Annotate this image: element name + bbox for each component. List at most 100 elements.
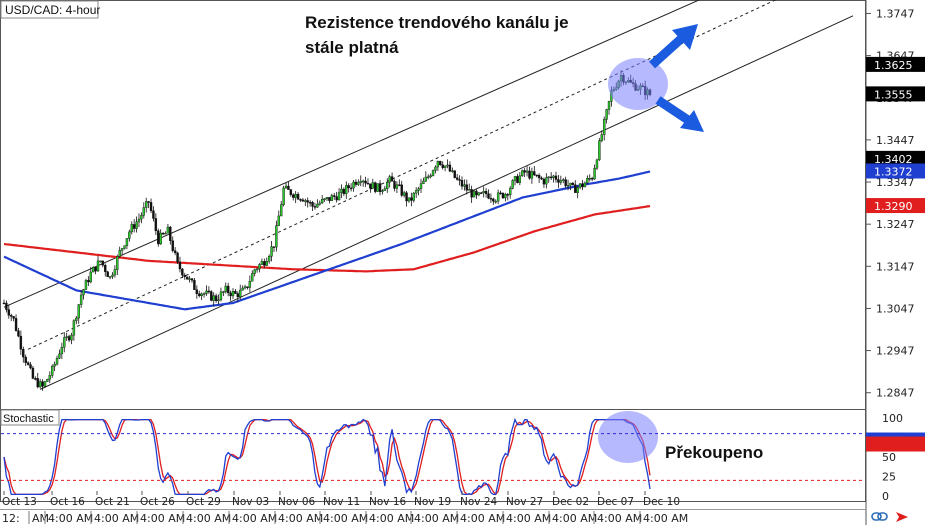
- candle-body: [154, 218, 158, 232]
- channel-upper: [3, 0, 701, 308]
- candle-body: [586, 178, 589, 184]
- price-badge: [866, 56, 925, 72]
- candle-body: [267, 256, 271, 262]
- candle-body: [130, 224, 133, 233]
- time-tick-label: 4:00 AM: [369, 512, 414, 525]
- candle-body: [104, 264, 107, 272]
- candle-body: [347, 185, 350, 189]
- candle-body: [419, 183, 423, 189]
- candle-body: [248, 281, 252, 288]
- candle-body: [51, 365, 54, 376]
- candle-body: [106, 271, 109, 278]
- candle-body: [393, 181, 396, 189]
- candle-body: [272, 246, 276, 248]
- candle-body: [549, 176, 553, 179]
- candle-body: [96, 260, 100, 272]
- candle-body: [345, 185, 348, 195]
- candle-body: [132, 224, 136, 229]
- channel-middle: [27, 0, 777, 350]
- candle-body: [366, 182, 370, 185]
- oscillator-label: Stochastic: [3, 413, 54, 425]
- ma-blue-line: [3, 170, 651, 311]
- candle-body: [398, 184, 401, 186]
- stoch-tick-label: 0: [882, 490, 889, 503]
- candle-body: [484, 191, 488, 194]
- candle-body: [361, 180, 365, 183]
- candle-body: [202, 293, 206, 295]
- candle-body: [128, 231, 131, 239]
- candle-body: [540, 177, 543, 180]
- candle-body: [231, 291, 235, 297]
- candle-body: [318, 202, 321, 205]
- candle-body: [422, 180, 425, 184]
- candle-body: [296, 193, 300, 200]
- candle-body: [120, 248, 124, 251]
- candle-body: [542, 178, 546, 185]
- candle-body: [53, 363, 56, 367]
- price-badge-label: 1.3290: [874, 200, 913, 213]
- resistance-highlight-circle: [608, 58, 668, 110]
- candle-body: [518, 175, 522, 183]
- candle-body: [195, 289, 199, 294]
- candle-body: [482, 191, 485, 193]
- candle-body: [583, 182, 587, 188]
- candle-body: [140, 215, 143, 220]
- candle-body: [280, 204, 283, 217]
- arrow-down-right-icon: [655, 96, 704, 132]
- candle-body: [193, 280, 196, 290]
- price-tick-label: 1.2947: [876, 345, 915, 358]
- price-badge-label: 1.3372: [874, 165, 913, 178]
- candle-body: [311, 202, 314, 207]
- candle-body: [212, 295, 215, 301]
- candle-body: [359, 180, 362, 183]
- candle-body: [468, 189, 471, 191]
- candle-body: [116, 256, 119, 270]
- candle-body: [46, 379, 49, 382]
- candle-body: [89, 271, 92, 283]
- time-tick-label: 4:00 AM: [232, 512, 277, 525]
- candle-body: [357, 182, 360, 185]
- stochastic-pane: [0, 409, 866, 502]
- stoch-tick-label: 25: [882, 471, 896, 484]
- date-tick-label: Dec 10: [643, 496, 680, 508]
- candle-body: [226, 285, 230, 294]
- candle-body: [533, 171, 536, 176]
- candle-body: [443, 165, 447, 168]
- candle-body: [41, 381, 44, 387]
- candle-body: [383, 188, 387, 191]
- candle-body: [576, 187, 579, 193]
- candle-body: [600, 134, 603, 141]
- candle-body: [405, 192, 408, 202]
- candle-body: [219, 291, 223, 301]
- candle-body: [246, 286, 249, 288]
- candle-body: [164, 232, 167, 235]
- candle-body: [2, 302, 6, 305]
- candle-body: [135, 221, 138, 229]
- stoch-tick-label: 100: [882, 412, 903, 425]
- candle-body: [137, 218, 141, 223]
- price-tick-label: 1.3247: [876, 218, 915, 231]
- candle-body: [402, 192, 406, 196]
- candle-body: [590, 178, 594, 180]
- candle-body: [289, 189, 293, 195]
- candle-body: [241, 287, 244, 291]
- candle-body: [7, 309, 11, 316]
- candle-body: [5, 302, 8, 310]
- candle-body: [159, 232, 162, 245]
- candle-body: [470, 189, 473, 198]
- candle-body: [390, 176, 394, 182]
- candle-body: [284, 185, 288, 189]
- candle-body: [395, 184, 399, 189]
- refresh-arrow-icon[interactable]: [896, 512, 908, 522]
- candle-body: [480, 192, 483, 194]
- candle-body: [236, 293, 240, 298]
- candle-body: [545, 177, 548, 185]
- candle-body: [595, 159, 599, 169]
- candle-body: [557, 179, 560, 183]
- link-icon[interactable]: [871, 512, 888, 521]
- candle-body: [410, 197, 413, 201]
- candle-body: [38, 381, 42, 388]
- candle-body: [222, 291, 225, 293]
- time-tick-label: 4:00 AM: [140, 512, 185, 525]
- moving-averages: [3, 170, 651, 311]
